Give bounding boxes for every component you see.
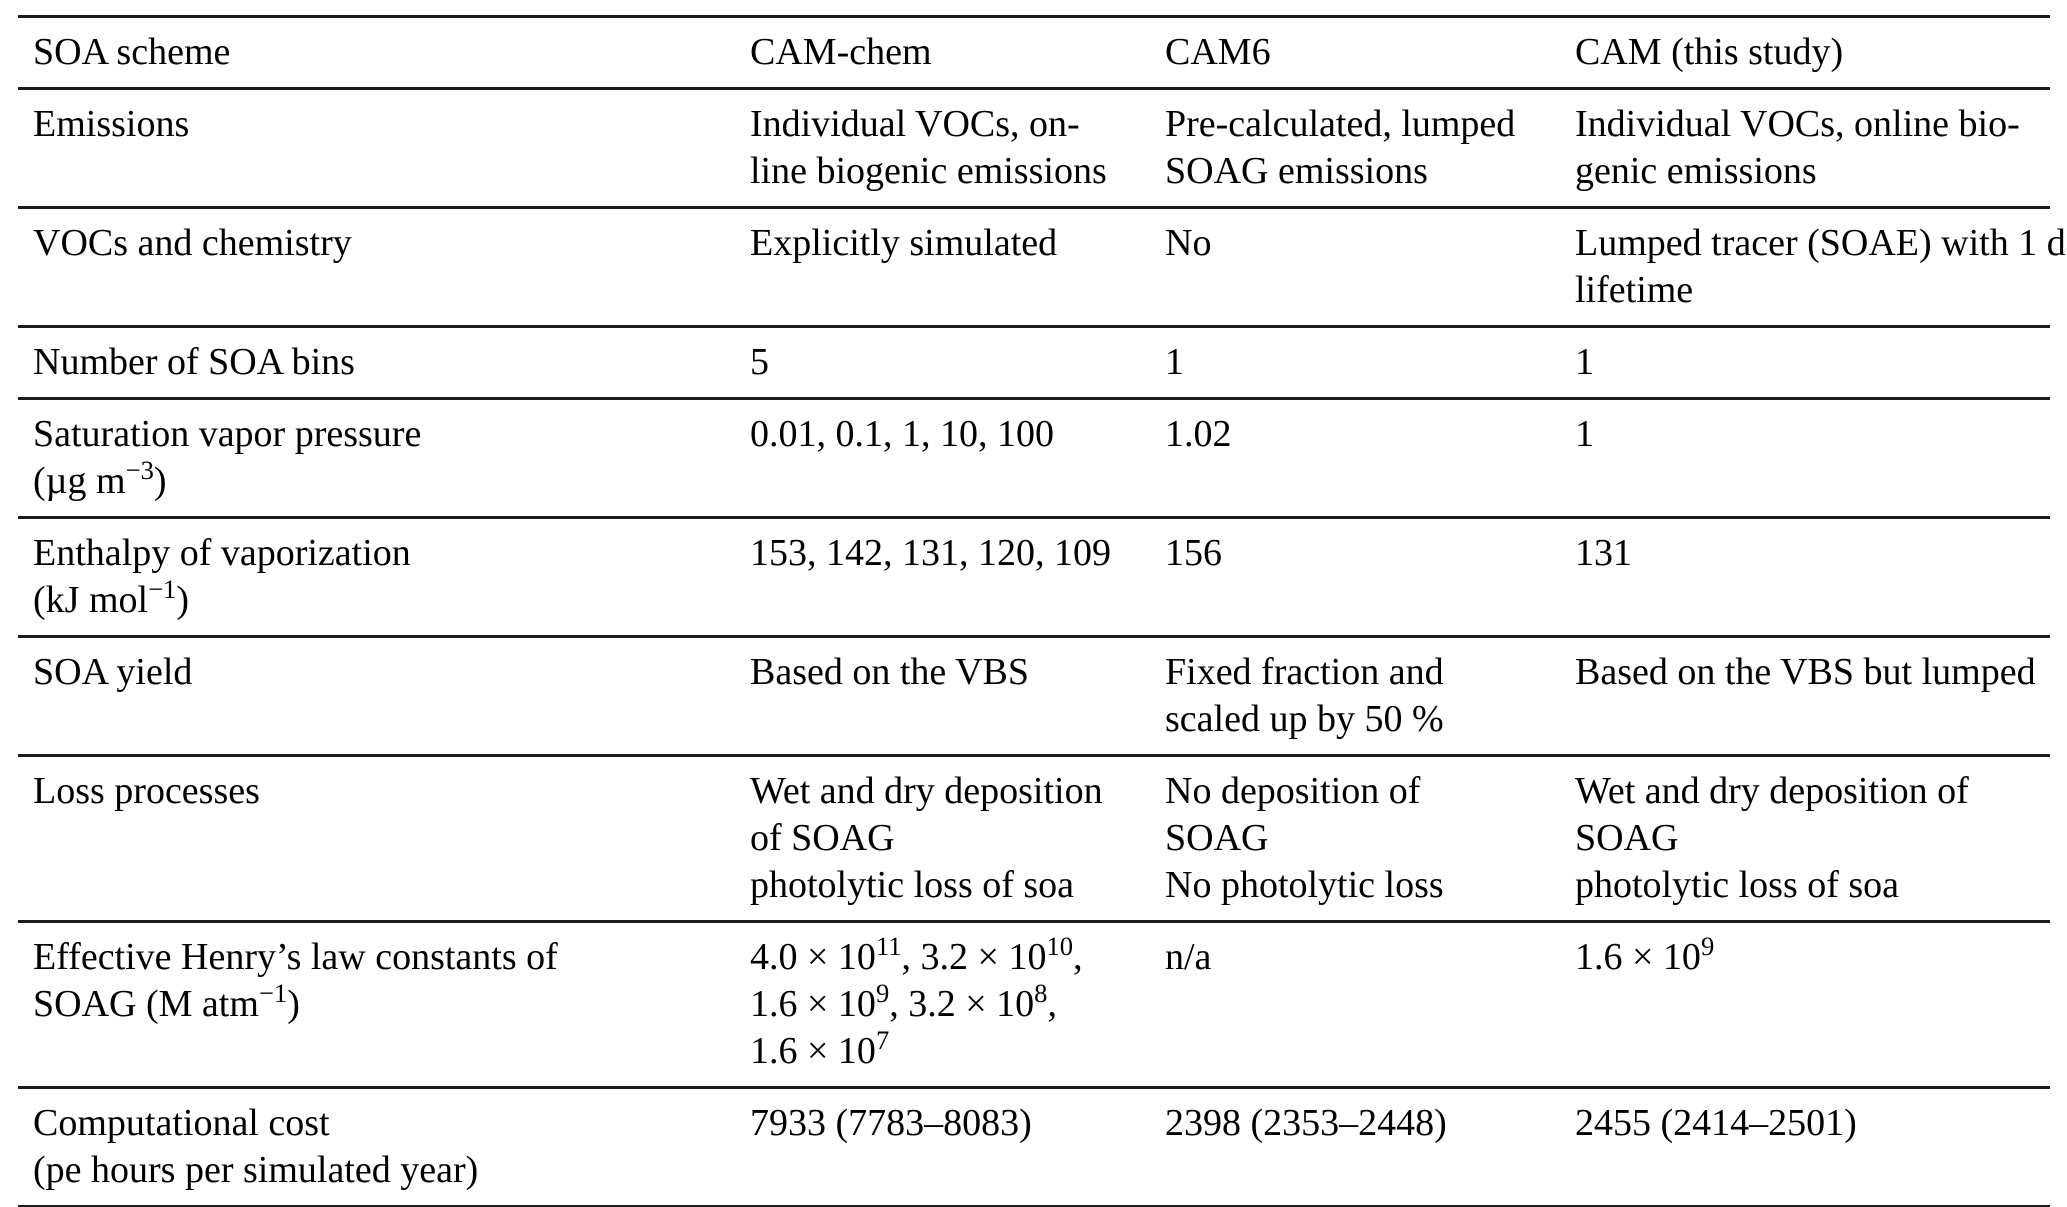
cell-cost-cam6: 2398 (2353–2448) xyxy=(1165,1102,1447,1144)
header-row: SOA scheme CAM-chem CAM6 CAM (this study… xyxy=(18,17,2050,89)
row-label-enthalpy-of-vaporization: Enthalpy of vaporization (kJ mol−1) xyxy=(33,532,411,621)
cell-svp-cam6: 1.02 xyxy=(1165,413,1232,455)
cell-emissions-cam-chem: Individual VOCs, on-line biogenic emissi… xyxy=(750,103,1107,192)
cell-vocs-cam-chem: Explicitly simulated xyxy=(750,222,1058,264)
cell-henry-cam6: n/a xyxy=(1165,936,1212,978)
row-label-emissions: Emissions xyxy=(33,103,190,145)
cell-cost-cam-chem: 7933 (7783–8083) xyxy=(750,1102,1032,1144)
row-emissions: Emissions Individual VOCs, on-line bioge… xyxy=(18,88,2050,208)
cell-svp-cam-this-study: 1 xyxy=(1575,413,1594,455)
col-header-cam-chem: CAM-chem xyxy=(750,31,932,73)
cell-yield-cam-chem: Based on the VBS xyxy=(750,651,1030,693)
row-vocs-and-chemistry: VOCs and chemistry Explicitly simulated … xyxy=(18,207,2066,327)
cell-vocs-cam-this-study: Lumped tracer (SOAE) with 1 d lifetime xyxy=(1575,222,2066,311)
row-label-henrys-law-constants: Effective Henry’s law constants of SOAG (… xyxy=(33,936,558,1025)
cell-henry-cam-this-study: 1.6 × 109 xyxy=(1575,931,1715,978)
cell-henry-cam-chem: 4.0 × 1011, 3.2 × 1010, 1.6 × 109, 3.2 × … xyxy=(750,931,1083,1072)
col-header-cam-this-study: CAM (this study) xyxy=(1575,31,1844,73)
row-henrys-law-constants: Effective Henry’s law constants of SOAG (… xyxy=(18,921,2050,1088)
cell-bins-cam-this-study: 1 xyxy=(1575,341,1594,383)
cell-yield-cam-this-study: Based on the VBS but lumped xyxy=(1575,651,2036,693)
cell-svp-cam-chem: 0.01, 0.1, 1, 10, 100 xyxy=(750,413,1054,455)
cell-loss-cam6: No deposition of SOAG No photolytic loss xyxy=(1165,770,1444,906)
col-header-soa-scheme: SOA scheme xyxy=(33,31,231,73)
cell-emissions-cam-this-study: Individual VOCs, online bio-genic emissi… xyxy=(1575,103,2020,192)
cell-loss-cam-chem: Wet and dry deposition of SOAG photolytic … xyxy=(750,770,1103,906)
cell-loss-cam-this-study: Wet and dry deposition of SOAG photolytic … xyxy=(1575,770,1969,906)
col-header-cam6: CAM6 xyxy=(1165,31,1271,73)
row-label-computational-cost: Computational cost (pe hours per simulate… xyxy=(33,1102,479,1191)
soa-scheme-comparison-table: SOA scheme CAM-chem CAM6 CAM (this study… xyxy=(18,15,2066,1207)
cell-emissions-cam6: Pre-calculated, lumped SOAG emissions xyxy=(1165,103,1516,192)
cell-cost-cam-this-study: 2455 (2414–2501) xyxy=(1575,1102,1857,1144)
row-label-vocs-and-chemistry: VOCs and chemistry xyxy=(33,222,352,264)
row-loss-processes: Loss processes Wet and dry deposition of … xyxy=(18,755,2050,922)
cell-enthalpy-cam-this-study: 131 xyxy=(1575,532,1632,574)
row-enthalpy-of-vaporization: Enthalpy of vaporization (kJ mol−1) 153, … xyxy=(18,517,2050,637)
cell-bins-cam6: 1 xyxy=(1165,341,1184,383)
cell-bins-cam-chem: 5 xyxy=(750,341,769,383)
cell-yield-cam6: Fixed fraction and scaled up by 50 % xyxy=(1165,651,1444,740)
cell-enthalpy-cam6: 156 xyxy=(1165,532,1222,574)
row-label-soa-yield: SOA yield xyxy=(33,651,193,693)
row-label-saturation-vapor-pressure: Saturation vapor pressure (µg m−3) xyxy=(33,413,422,502)
row-saturation-vapor-pressure: Saturation vapor pressure (µg m−3) 0.01, … xyxy=(18,398,2050,518)
cell-vocs-cam6: No xyxy=(1165,222,1212,264)
row-number-of-soa-bins: Number of SOA bins 5 1 1 xyxy=(18,326,2050,399)
row-label-number-of-soa-bins: Number of SOA bins xyxy=(33,341,355,383)
row-soa-yield: SOA yield Based on the VBS Fixed fractio… xyxy=(18,636,2050,756)
row-label-loss-processes: Loss processes xyxy=(33,770,260,812)
cell-enthalpy-cam-chem: 153, 142, 131, 120, 109 xyxy=(750,532,1111,574)
row-computational-cost: Computational cost (pe hours per simulate… xyxy=(18,1087,2050,1207)
